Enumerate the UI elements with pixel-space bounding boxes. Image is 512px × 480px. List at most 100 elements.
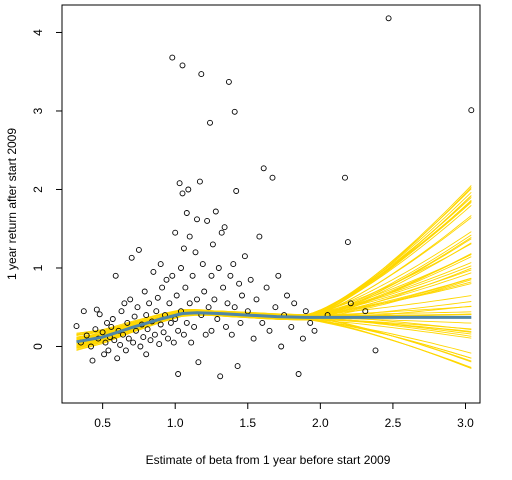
data-point (215, 265, 222, 271)
data-point (173, 292, 180, 299)
data-point (137, 343, 144, 350)
data-point (89, 357, 96, 364)
data-point (117, 341, 124, 348)
data-point (127, 296, 134, 303)
data-point (208, 327, 215, 334)
data-point (178, 265, 184, 271)
data-point (237, 319, 244, 326)
data-point (156, 341, 163, 348)
x-tick-label: 2.5 (385, 416, 402, 430)
data-point (188, 339, 195, 346)
data-point (205, 304, 212, 311)
data-point (176, 180, 183, 187)
data-point (143, 312, 150, 319)
data-point (209, 241, 216, 248)
data-point (118, 308, 125, 315)
data-point (157, 261, 164, 268)
x-tick-label: 1.5 (239, 416, 256, 430)
data-point (111, 337, 118, 344)
data-point (468, 107, 475, 114)
data-point (212, 208, 219, 215)
data-point (362, 308, 369, 315)
data-point (221, 224, 228, 231)
data-point (114, 355, 121, 362)
data-point (179, 190, 186, 197)
data-point (199, 261, 206, 268)
data-point (230, 261, 237, 268)
data-point (175, 371, 182, 377)
bootstrap-lines (76, 185, 472, 369)
data-point (169, 54, 176, 61)
data-point (183, 319, 190, 326)
data-point (104, 319, 110, 326)
data-point (208, 272, 215, 279)
data-point (170, 339, 177, 346)
data-point (194, 216, 200, 223)
data-point (259, 319, 266, 326)
data-point (109, 316, 116, 322)
data-point (372, 347, 379, 354)
data-point (192, 249, 199, 256)
data-point (218, 229, 225, 236)
data-point (311, 327, 318, 334)
x-tick-label: 3.0 (457, 416, 474, 430)
data-point (160, 329, 167, 336)
data-point (151, 331, 158, 338)
data-point (105, 347, 112, 354)
data-point (175, 327, 182, 334)
data-point (207, 119, 213, 126)
data-point (291, 300, 298, 307)
data-point (182, 284, 189, 291)
data-point (224, 300, 231, 307)
data-point (201, 288, 208, 295)
data-point (147, 337, 154, 344)
data-point (128, 254, 135, 261)
data-point (228, 331, 235, 338)
data-point (120, 331, 126, 338)
data-point (344, 239, 351, 246)
smooth-line-layer (76, 311, 472, 344)
data-point (342, 174, 348, 181)
data-point (299, 335, 306, 342)
data-point (121, 300, 128, 307)
data-point (153, 308, 160, 315)
data-point (108, 323, 115, 330)
data-point (124, 319, 131, 326)
data-point (99, 329, 106, 336)
data-point (196, 178, 203, 185)
data-point (302, 308, 309, 315)
y-axis: 0 1 2 3 4 (31, 29, 62, 350)
data-point (217, 373, 224, 380)
data-point (169, 272, 176, 279)
data-point (278, 343, 285, 350)
data-point (214, 316, 221, 322)
data-point (130, 339, 137, 346)
data-point (101, 351, 108, 358)
data-point (234, 363, 241, 370)
data-point (227, 272, 234, 279)
data-point (220, 284, 227, 291)
data-point (275, 272, 282, 279)
y-tick-label: 4 (31, 29, 45, 36)
data-point (159, 284, 166, 291)
data-point (140, 334, 147, 341)
data-point (239, 292, 245, 299)
data-point (191, 323, 198, 330)
data-point (180, 245, 187, 252)
data-point (266, 327, 273, 334)
data-point (186, 233, 193, 240)
x-axis: 0.5 1.0 1.5 2.0 2.5 3.0 (94, 403, 474, 430)
data-point (272, 304, 279, 311)
data-point (269, 174, 276, 181)
y-tick-label: 1 (31, 264, 45, 271)
data-point (133, 327, 139, 334)
data-point (256, 233, 263, 240)
data-point (134, 304, 141, 311)
y-tick-label: 2 (31, 186, 45, 193)
y-axis-label: 1 year return after start 2009 (5, 128, 19, 280)
data-point (211, 296, 218, 303)
data-point (223, 323, 229, 330)
data-point (92, 326, 99, 333)
data-point (260, 165, 267, 172)
